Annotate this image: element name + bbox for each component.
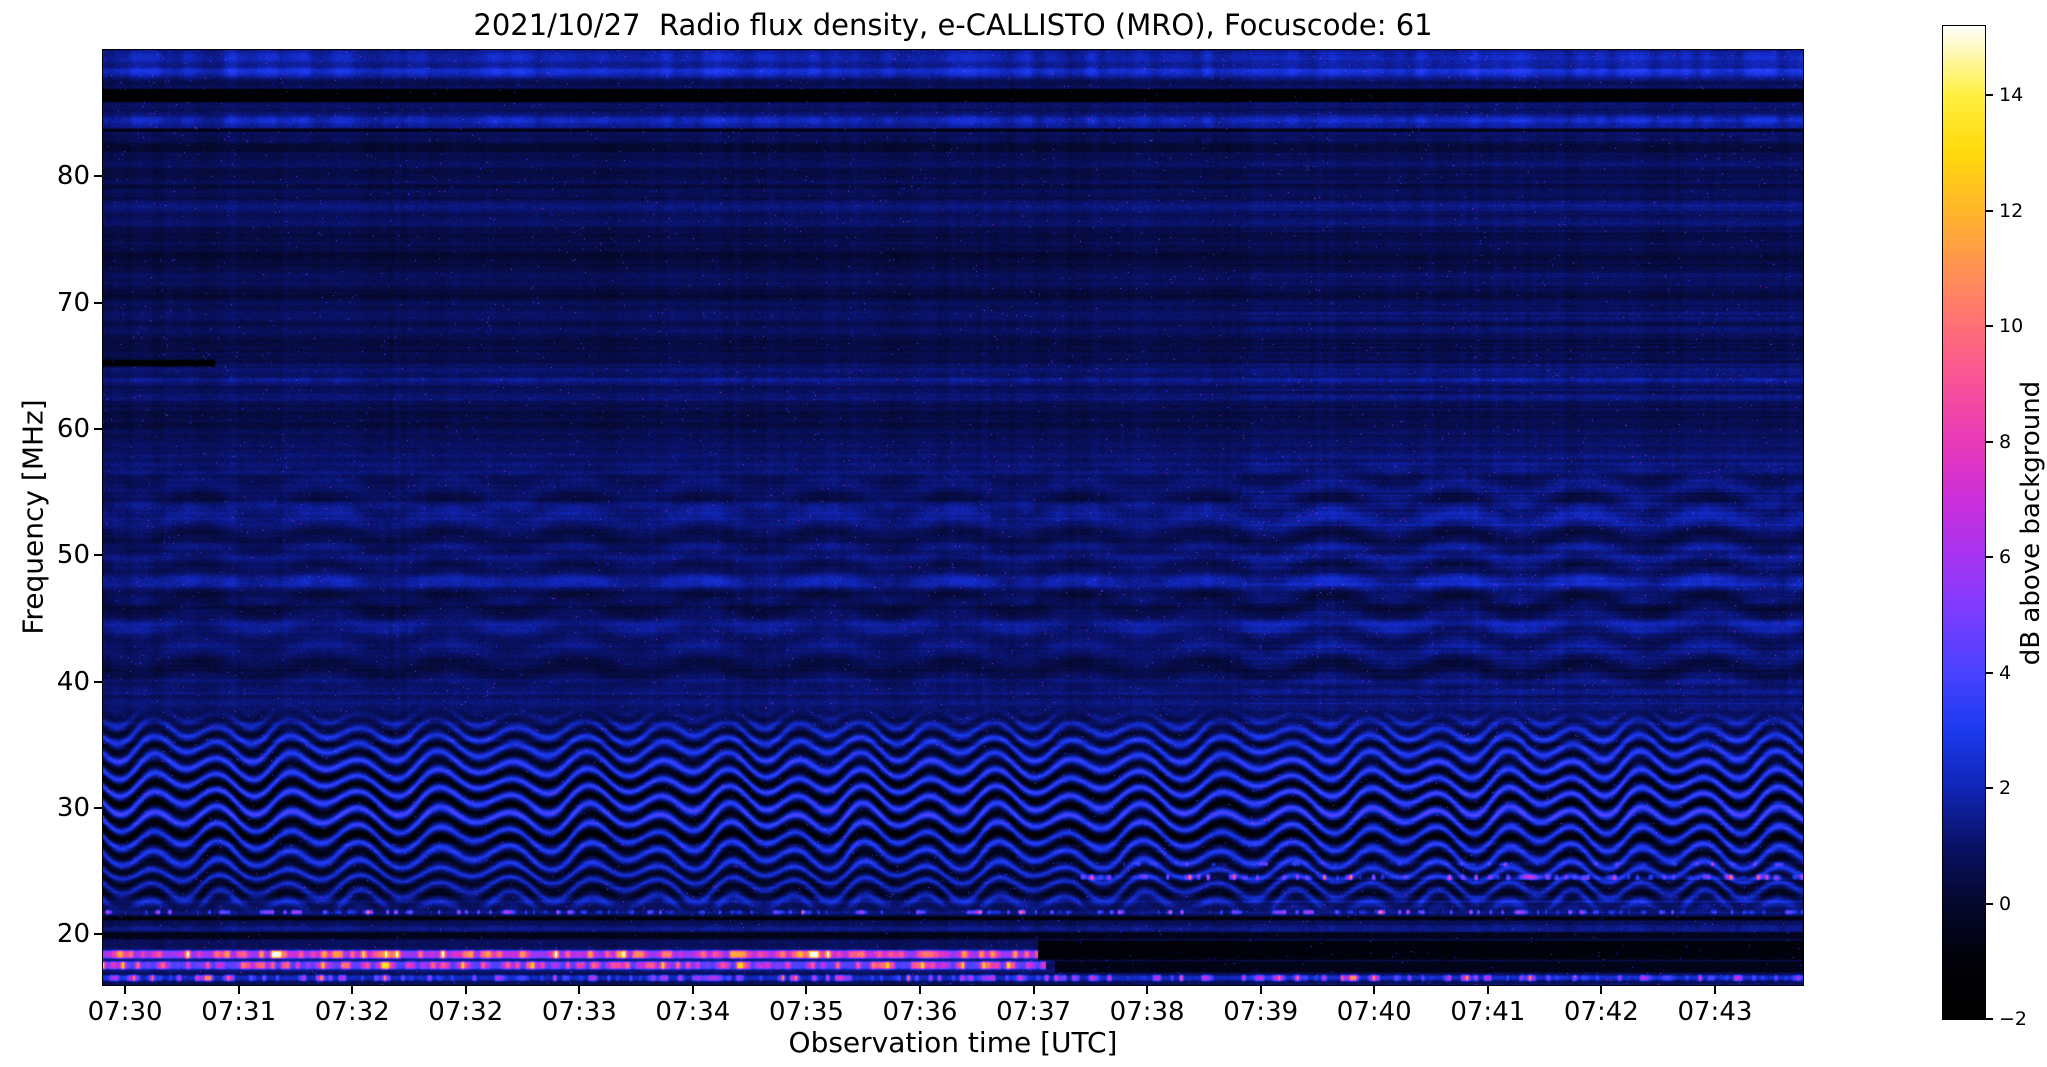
spectrogram-canvas: [103, 50, 1803, 985]
x-tickmark: [1146, 985, 1149, 994]
y-tick-label: 70: [56, 287, 90, 318]
x-tickmark: [691, 985, 694, 994]
x-tickmark: [1600, 985, 1603, 994]
x-tickmark: [1373, 985, 1376, 994]
y-tick-label: 20: [56, 919, 90, 950]
y-tickmark: [94, 554, 103, 557]
colorbar-tick-label: 4: [1999, 661, 2012, 684]
x-tick-label: 07:31: [201, 997, 277, 1027]
x-tickmark: [1713, 985, 1716, 994]
y-tick-label: 50: [56, 540, 90, 571]
y-tick-label: 40: [56, 666, 90, 697]
colorbar-tick-label: 0: [1999, 892, 2012, 915]
y-tickmark: [94, 680, 103, 683]
y-tick-label: 60: [56, 414, 90, 445]
y-tickmark: [94, 933, 103, 936]
x-tick-label: 07:32: [314, 997, 390, 1027]
x-tick-label: 07:33: [541, 997, 617, 1027]
colorbar-tick-label: 12: [1999, 199, 2024, 222]
y-tick-label: 30: [56, 793, 90, 824]
x-tickmark: [1032, 985, 1035, 994]
x-tickmark: [351, 985, 354, 994]
x-tick-label: 07:35: [768, 997, 844, 1027]
colorbar-tick-label: 6: [1999, 546, 2012, 569]
colorbar-tickmark: [1985, 440, 1993, 443]
colorbar-label: dB above background: [2016, 380, 2046, 666]
x-tick-label: 07:30: [87, 997, 163, 1027]
x-tickmark: [1259, 985, 1262, 994]
x-tick-label: 07:34: [655, 997, 731, 1027]
colorbar-tickmark: [1985, 94, 1993, 97]
x-tickmark: [124, 985, 127, 994]
colorbar-tickmark: [1985, 556, 1993, 559]
colorbar-tick-label: 2: [1999, 777, 2012, 800]
colorbar-canvas: [1943, 26, 1985, 1019]
x-tick-label: 07:41: [1450, 997, 1526, 1027]
x-tick-label: 07:39: [1223, 997, 1299, 1027]
y-tickmark: [94, 428, 103, 431]
colorbar-tick-label: 8: [1999, 430, 2012, 453]
y-tick-label: 80: [56, 161, 90, 192]
x-tickmark: [919, 985, 922, 994]
chart-title: 2021/10/27 Radio flux density, e-CALLIST…: [473, 8, 1433, 42]
x-tick-label: 07:37: [996, 997, 1072, 1027]
colorbar-tick-label: 14: [1999, 84, 2024, 107]
colorbar-tick-label: −2: [1999, 1008, 2028, 1030]
x-tick-label: 07:40: [1336, 997, 1412, 1027]
colorbar-tickmark: [1985, 902, 1993, 905]
colorbar-tickmark: [1985, 671, 1993, 674]
x-tickmark: [464, 985, 467, 994]
x-tick-label: 07:38: [1109, 997, 1185, 1027]
x-tick-label: 07:43: [1677, 997, 1753, 1027]
y-tickmark: [94, 175, 103, 178]
x-tick-label: 07:42: [1563, 997, 1639, 1027]
x-tickmark: [1486, 985, 1489, 994]
y-tickmark: [94, 301, 103, 304]
x-axis-label: Observation time [UTC]: [788, 1026, 1118, 1059]
colorbar-tickmark: [1985, 787, 1993, 790]
x-tickmark: [805, 985, 808, 994]
x-tickmark: [237, 985, 240, 994]
colorbar-tick-label: 10: [1999, 315, 2024, 338]
x-tick-label: 07:32: [428, 997, 504, 1027]
colorbar-tickmark: [1985, 209, 1993, 212]
colorbar-tickmark: [1985, 1018, 1993, 1020]
x-tick-label: 07:36: [882, 997, 958, 1027]
colorbar: [1942, 25, 1986, 1020]
colorbar-tickmark: [1985, 325, 1993, 328]
x-tickmark: [578, 985, 581, 994]
plot-area: [102, 49, 1804, 986]
y-tickmark: [94, 807, 103, 810]
